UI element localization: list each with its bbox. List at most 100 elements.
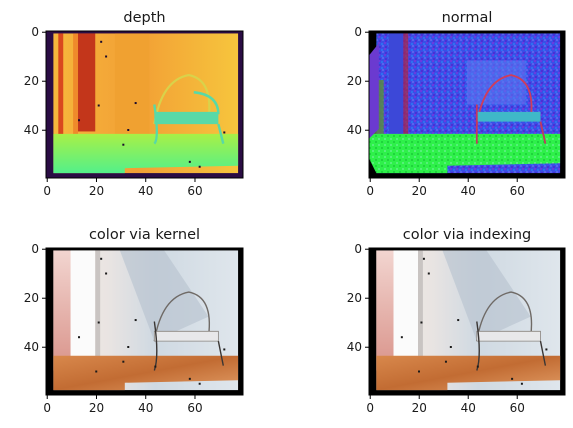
indexing-dead-pixel [427,272,430,275]
indexing-window-shadow [442,250,531,342]
depth-chair-legs [153,91,225,145]
indexing-brick-wall [376,250,394,371]
x-tick-label: 60 [510,184,525,198]
panel-title: color via kernel [89,227,200,243]
indexing-dead-pixel [449,346,452,348]
y-tick-label: 20 [24,74,39,88]
y-tick-label: 20 [347,74,362,88]
kernel-dead-pixel [100,257,103,260]
kernel-dead-pixel [154,365,157,368]
y-tick-label: 0 [31,25,39,39]
depth-dead-pixel [78,119,81,122]
y-tick-label: 40 [24,123,39,137]
indexing-dead-pixel [511,377,514,380]
kernel-dead-pixel [134,319,137,322]
kernel-dead-pixel [198,382,201,385]
x-tick-label: 20 [89,401,104,415]
kernel-floor [53,355,239,391]
subplot-3: 0 20 40 60 0 20 40 color via kernel [24,227,244,415]
y-tick-label: 0 [354,242,362,256]
indexing-chair-legs [476,321,547,371]
indexing-column [393,250,418,359]
x-tick-label: 20 [89,184,104,198]
x-tick-label: 0 [43,184,51,198]
kernel-dead-pixel [105,272,108,275]
indexing-dead-pixel [457,319,460,322]
kernel-chair-seat [153,330,219,342]
depth-dead-pixel [198,165,201,168]
x-tick-label: 0 [366,184,374,198]
depth-dead-pixel [127,129,130,131]
x-tick-label: 40 [138,184,153,198]
image-raster [46,248,243,395]
panel-title: depth [123,10,165,26]
depth-dead-pixel [188,160,191,163]
depth-chair-back [153,73,211,125]
normal-floor [369,133,561,174]
x-tick-label: 0 [43,401,51,415]
indexing-column-shadow [418,250,423,359]
subplot-4: 0 20 40 60 0 20 40 color via indexing [347,227,566,415]
kernel-dead-pixel [122,360,125,363]
indexing-floor [376,355,561,391]
indexing-dead-pixel [476,365,479,368]
axes-frame [368,30,566,179]
depth-dead-pixel [105,55,108,58]
indexing-dead-pixel [422,257,425,260]
indexing-dead-pixel [520,382,523,385]
x-tick-label: 40 [461,401,476,415]
depth-chair-seat [154,111,219,125]
normal-left-wall [369,43,379,139]
depth-near-strip [58,33,64,142]
y-tick-label: 40 [24,340,39,354]
depth-near-column [78,33,96,132]
normal-column-edge [403,33,409,142]
indexing-dead-pixel [444,360,447,363]
panel-title: normal [442,10,493,26]
kernel-chair-back [153,291,210,342]
axes-frame [45,30,244,179]
indexing-dead-pixel [418,370,420,373]
x-tick-label: 20 [412,401,427,415]
y-tick-label: 0 [354,25,362,39]
kernel-chair-legs [153,321,224,371]
y-tick-label: 40 [347,123,362,137]
indexing-chair-back [476,291,533,342]
image-raster [369,31,565,178]
subplot-2: 0 20 40 60 0 20 40 normal [347,10,566,198]
y-tick-label: 20 [347,291,362,305]
kernel-column-shadow [95,250,101,359]
normal-column [388,33,404,142]
indexing-dead-pixel [545,348,548,351]
depth-dead-pixel [97,104,100,107]
x-tick-label: 60 [187,401,202,415]
depth-mid-wall [114,33,150,142]
normal-chair-seat [476,111,541,122]
depth-floor [53,133,239,174]
axes-frame [368,247,566,396]
normal-chair-back [475,74,533,125]
y-tick-label: 0 [31,242,39,256]
indexing-dead-pixel [420,321,423,324]
depth-dead-pixel [134,102,137,105]
kernel-dead-pixel [223,348,226,351]
x-tick-label: 40 [138,401,153,415]
x-tick-label: 40 [461,184,476,198]
y-tick-label: 20 [24,291,39,305]
depth-column-edge [73,33,79,137]
kernel-dead-pixel [95,370,98,373]
indexing-chair-seat [476,330,541,342]
indexing-dead-pixel [400,336,403,339]
x-tick-label: 60 [187,184,202,198]
kernel-dead-pixel [127,346,130,348]
panel-title: color via indexing [403,227,532,243]
kernel-dead-pixel [97,321,100,324]
x-tick-label: 0 [366,401,374,415]
normal-chair-legs [475,104,547,144]
kernel-dead-pixel [78,336,81,339]
kernel-column [70,250,96,359]
axes-frame [45,247,244,396]
kernel-brick-wall [53,250,71,371]
